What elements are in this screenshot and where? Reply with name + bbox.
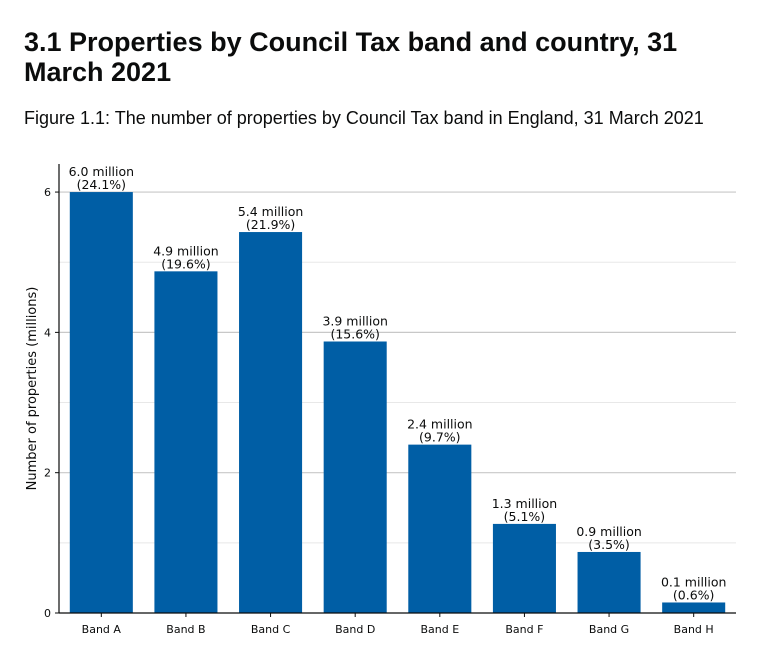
bar: [408, 444, 472, 613]
bar: [323, 341, 387, 613]
bar: [69, 192, 133, 613]
x-tick-label: Band D: [335, 623, 375, 636]
bar-value-label: 5.4 million: [238, 204, 304, 219]
bar-value-label: 2.4 million: [407, 417, 473, 432]
x-tick-label: Band B: [166, 623, 205, 636]
x-tick-label: Band H: [674, 623, 714, 636]
bar-labels: 6.0 million(24.1%) 4.9 million(19.6%) 5.4 …: [69, 164, 727, 602]
y-axis-title: Number of properties (millions): [25, 287, 40, 491]
x-tick-label: Band E: [420, 623, 459, 636]
x-tick-label: Band A: [82, 623, 122, 636]
bar-percent-label: (21.9%): [246, 217, 295, 232]
x-tick-label: Band F: [505, 623, 543, 636]
bar-value-label: 3.9 million: [322, 313, 388, 328]
y-tick-label: 4: [44, 326, 51, 339]
bar-chart: 6.0 million(24.1%) 4.9 million(19.6%) 5.4 …: [25, 164, 736, 636]
bar-value-label: 1.3 million: [492, 496, 558, 511]
bar-percent-label: (3.5%): [588, 537, 630, 552]
bar-value-label: 6.0 million: [69, 164, 135, 179]
x-tick-label: Band C: [251, 623, 291, 636]
bar: [239, 232, 303, 613]
bar-percent-label: (9.7%): [419, 430, 461, 445]
bar: [662, 602, 726, 613]
y-tick-label: 0: [44, 607, 51, 620]
x-tick-label: Band G: [589, 623, 629, 636]
bars: [69, 192, 726, 613]
bar-percent-label: (5.1%): [504, 509, 546, 524]
bar-value-label: 0.1 million: [661, 574, 727, 589]
bar-value-label: 0.9 million: [576, 524, 642, 539]
bar-percent-label: (19.6%): [161, 256, 210, 271]
bar: [577, 551, 641, 613]
bar-percent-label: (15.6%): [330, 326, 379, 341]
y-tick-label: 2: [44, 467, 51, 480]
bar: [492, 523, 556, 613]
section-heading: 3.1 Properties by Council Tax band and c…: [24, 27, 678, 87]
bar-percent-label: (24.1%): [77, 177, 126, 192]
axes: Band A Band B Band C Band D Band E Band F Band…: [25, 164, 736, 636]
bar: [154, 271, 218, 613]
y-tick-label: 6: [44, 186, 51, 199]
bar-value-label: 4.9 million: [153, 243, 219, 258]
bar-percent-label: (0.6%): [673, 587, 715, 602]
figure-caption: Figure 1.1: The number of properties by …: [24, 108, 704, 128]
